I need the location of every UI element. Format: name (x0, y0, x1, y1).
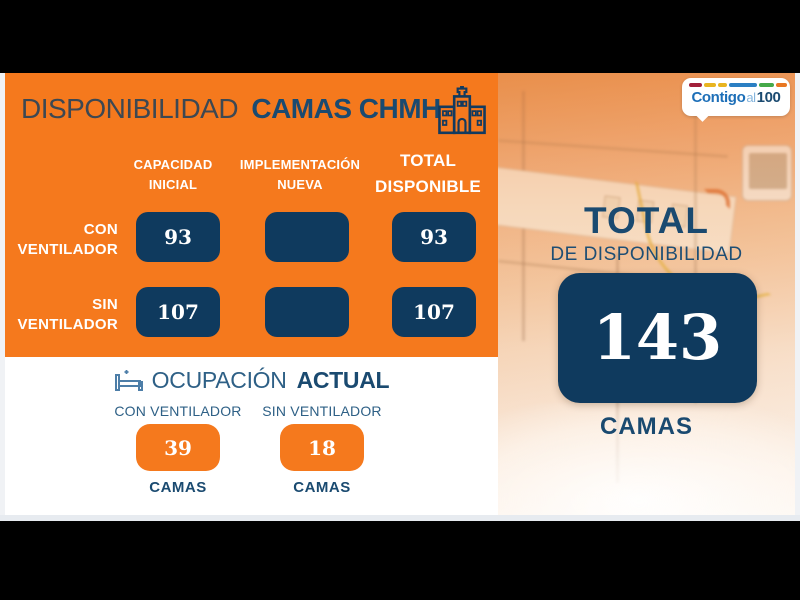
cell-value: 93 (420, 225, 448, 249)
occupancy-label: SIN VENTILADOR (262, 403, 382, 419)
cell-value: 93 (164, 225, 192, 249)
column-header-line: DISPONIBLE (375, 176, 481, 196)
column-header-line: CAPACIDAD (133, 157, 213, 172)
logo-part: al (746, 90, 756, 105)
total-unit: CAMAS (600, 412, 693, 440)
table-cell-sin-capacidad: 107 (136, 287, 220, 337)
column-header-total-disponible: TOTAL DISPONIBLE (348, 148, 508, 199)
occupancy-value-box: 18 (280, 424, 364, 471)
logo-dash (689, 83, 702, 87)
iv-pole (694, 103, 697, 403)
logo-part: Contigo (691, 89, 746, 106)
total-availability-block: TOTAL DE DISPONIBILIDAD 143 CAMAS (498, 200, 795, 441)
row-label-line: CON (83, 221, 118, 238)
logo-dash (729, 83, 757, 87)
row-label-con-ventilador: CON VENTILADOR (5, 220, 118, 261)
logo-part: 100 (756, 89, 781, 106)
column-header-line: IMPLEMENTACIÓN (239, 157, 361, 172)
availability-panel: DISPONIBILIDAD CAMAS CHMH (5, 73, 498, 357)
logo-dash (776, 83, 787, 87)
hospital-room-photo: Contigoal100 TOTAL DE DISPONIBILIDAD 143… (498, 73, 795, 515)
photo-scene (498, 73, 795, 515)
column-header-line: TOTAL (399, 151, 457, 170)
occupancy-label: CON VENTILADOR (114, 403, 242, 419)
logo-dash (759, 83, 774, 87)
cell-value: 107 (413, 300, 455, 324)
logo-dashes (689, 83, 787, 87)
infographic-slide: DISPONIBILIDAD CAMAS CHMH (0, 73, 800, 521)
row-label-line: VENTILADOR (17, 316, 118, 334)
occupancy-heading-bold: ACTUAL (296, 367, 390, 393)
occupancy-value: 18 (308, 435, 336, 460)
page-title-bold: CAMAS CHMH (251, 93, 441, 124)
bed-icon (114, 369, 144, 393)
page-title: DISPONIBILIDAD CAMAS CHMH (21, 93, 491, 125)
column-header-line: NUEVA (277, 177, 323, 193)
patient-monitor (742, 145, 792, 201)
table-cell-con-implementacion (265, 212, 349, 262)
logo-dash (704, 83, 716, 87)
total-value-box: 143 (558, 272, 757, 403)
occupancy-heading: OCUPACIÓN ACTUAL (5, 367, 498, 394)
total-subtitle: DE DISPONIBILIDAD (550, 243, 743, 265)
occupancy-unit: CAMAS (293, 479, 351, 496)
table-cell-con-total: 93 (392, 212, 476, 262)
slide-bottom-strip (0, 515, 800, 521)
orange-tube (704, 189, 730, 209)
table-cell-sin-implementacion (265, 287, 349, 337)
cell-value: 107 (157, 300, 199, 324)
table-cell-sin-total: 107 (392, 287, 476, 337)
logo-text: Contigoal100 (682, 89, 790, 106)
row-label-line: SIN (92, 296, 118, 313)
occupancy-section: OCUPACIÓN ACTUAL CON VENTILADOR 39 CAMAS… (5, 357, 498, 515)
occupancy-unit: CAMAS (149, 479, 207, 496)
column-header-capacidad-inicial: CAPACIDAD INICIAL (103, 155, 243, 195)
hospital-icon (436, 86, 488, 138)
occupancy-value-box: 39 (136, 424, 220, 471)
logo-dash (718, 83, 727, 87)
total-title: TOTAL (584, 200, 709, 241)
monitor-screen (749, 153, 787, 189)
column-header-line: INICIAL (148, 177, 198, 193)
table-cell-con-capacidad: 93 (136, 212, 220, 262)
page-title-regular: DISPONIBILIDAD (21, 93, 239, 124)
bed-sheets (498, 403, 795, 515)
total-value: 143 (592, 301, 723, 375)
occupancy-heading-regular: OCUPACIÓN (151, 367, 287, 393)
occupancy-value: 39 (164, 435, 192, 460)
row-label-sin-ventilador: SIN VENTILADOR (5, 295, 118, 336)
column-header-implementacion-nueva: IMPLEMENTACIÓN NUEVA (220, 155, 380, 195)
row-label-line: VENTILADOR (17, 241, 118, 259)
contigo-al-100-logo: Contigoal100 (682, 78, 790, 116)
